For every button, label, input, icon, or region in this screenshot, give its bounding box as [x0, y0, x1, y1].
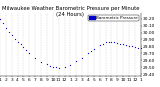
Point [119, 43, 122, 44]
Point [69, 64, 72, 65]
Point [122, 44, 124, 45]
Point [81, 57, 83, 58]
Point [140, 47, 142, 49]
Point [8, 31, 10, 33]
Point [101, 43, 104, 44]
Legend: Barometric Pressure: Barometric Pressure [88, 15, 139, 21]
Point [128, 45, 130, 46]
Point [52, 67, 54, 68]
Text: Milwaukee Weather Barometric Pressure per Minute (24 Hours): Milwaukee Weather Barometric Pressure pe… [2, 6, 139, 17]
Point [93, 48, 95, 49]
Point [90, 51, 92, 52]
Point [116, 42, 119, 44]
Point [34, 58, 36, 59]
Point [13, 38, 16, 39]
Point [28, 52, 31, 53]
Point [2, 23, 4, 24]
Point [107, 41, 110, 42]
Point [75, 60, 78, 62]
Point [16, 41, 19, 42]
Point [137, 47, 139, 49]
Point [49, 65, 51, 67]
Point [104, 42, 107, 43]
Point [131, 46, 133, 47]
Point [10, 35, 13, 36]
Point [113, 42, 116, 43]
Point [98, 44, 101, 46]
Point [46, 63, 48, 65]
Point [110, 41, 113, 42]
Point [63, 66, 66, 67]
Point [57, 67, 60, 69]
Point [25, 49, 28, 51]
Point [40, 62, 42, 63]
Point [125, 44, 127, 46]
Point [134, 46, 136, 48]
Point [5, 27, 7, 28]
Point [87, 53, 89, 54]
Point [54, 67, 57, 68]
Point [22, 46, 25, 48]
Point [0, 18, 1, 19]
Point [19, 44, 22, 45]
